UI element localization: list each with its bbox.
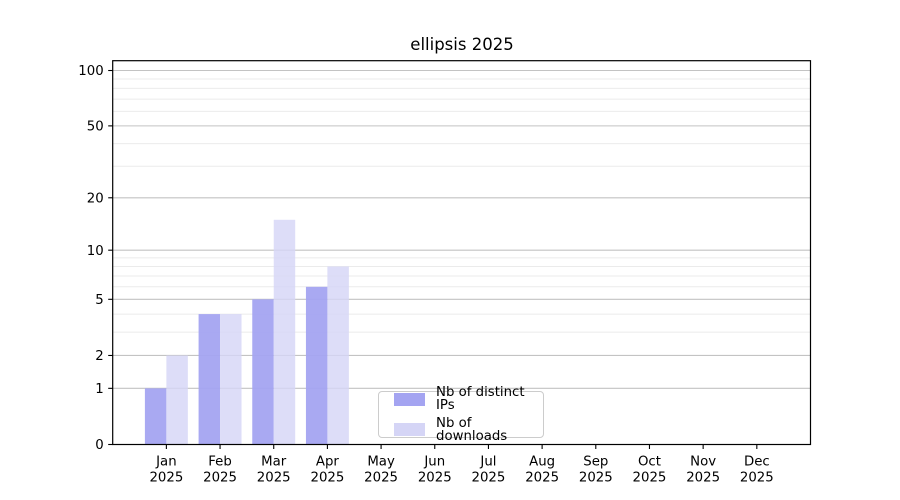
x-tick-label-month-apr: Apr	[316, 455, 340, 470]
bar-downloads-apr	[327, 266, 349, 445]
legend-swatch-distinct-ips	[394, 392, 425, 406]
legend-label-distinct-ips: Nb of distinct IPs	[436, 384, 525, 414]
bar-distinct-ips-mar	[252, 299, 274, 445]
x-tick-label-year-nov: 2025	[686, 471, 720, 486]
legend-box: Nb of distinct IPs Nb of downloads	[378, 386, 544, 443]
x-tick-label-month-oct: Oct	[638, 455, 661, 470]
y-tick-label-10: 10	[87, 244, 104, 259]
bar-distinct-ips-feb	[198, 314, 221, 445]
x-tick-label-year-oct: 2025	[633, 471, 667, 486]
y-tick-label-5: 5	[95, 293, 103, 308]
x-tick-label-month-dec: Dec	[744, 455, 770, 470]
x-tick-label-month-may: May	[367, 455, 395, 470]
axes-frame	[112, 60, 812, 446]
x-tick-label-year-mar: 2025	[257, 471, 291, 486]
x-tick-label-year-may: 2025	[364, 471, 398, 486]
y-tick-label-50: 50	[87, 119, 104, 134]
bar-downloads-feb	[220, 314, 242, 445]
x-tick-label-year-feb: 2025	[203, 471, 237, 486]
y-tick-label-1: 1	[95, 382, 103, 397]
y-tick-label-20: 20	[87, 191, 104, 206]
x-tick-label-month-jul: Jul	[479, 455, 496, 470]
x-tick-label-year-jun: 2025	[418, 471, 452, 486]
x-tick-label-month-feb: Feb	[208, 455, 232, 470]
x-tick-label-year-jul: 2025	[472, 471, 506, 486]
y-tick-label-2: 2	[95, 349, 103, 364]
x-tick-label-year-apr: 2025	[310, 471, 344, 486]
chart-title: ellipsis 2025	[410, 35, 514, 54]
legend-swatch-downloads	[394, 423, 425, 437]
legend-item-downloads: Nb of downloads	[394, 415, 543, 444]
y-tick-label-100: 100	[78, 64, 103, 79]
x-tick-label-year-sep: 2025	[579, 471, 613, 486]
x-tick-label-year-dec: 2025	[740, 471, 774, 486]
bar-distinct-ips-jan	[144, 388, 167, 445]
y-tick-label-0: 0	[95, 438, 103, 453]
x-tick-label-month-jan: Jan	[155, 455, 177, 470]
bar-downloads-jan	[166, 355, 188, 445]
bar-downloads-mar	[273, 219, 296, 445]
x-tick-label-year-jan: 2025	[149, 471, 183, 486]
x-tick-label-month-sep: Sep	[583, 455, 608, 470]
x-tick-label-month-nov: Nov	[690, 455, 716, 470]
legend-label-downloads: Nb of downloads	[436, 415, 508, 444]
legend-item-distinct-ips: Nb of distinct IPs	[394, 386, 543, 413]
x-tick-label-month-aug: Aug	[529, 455, 555, 470]
x-tick-label-month-jun: Jun	[423, 455, 445, 470]
x-tick-label-year-aug: 2025	[525, 471, 559, 486]
bar-distinct-ips-apr	[305, 286, 328, 445]
x-tick-label-month-mar: Mar	[261, 455, 287, 470]
